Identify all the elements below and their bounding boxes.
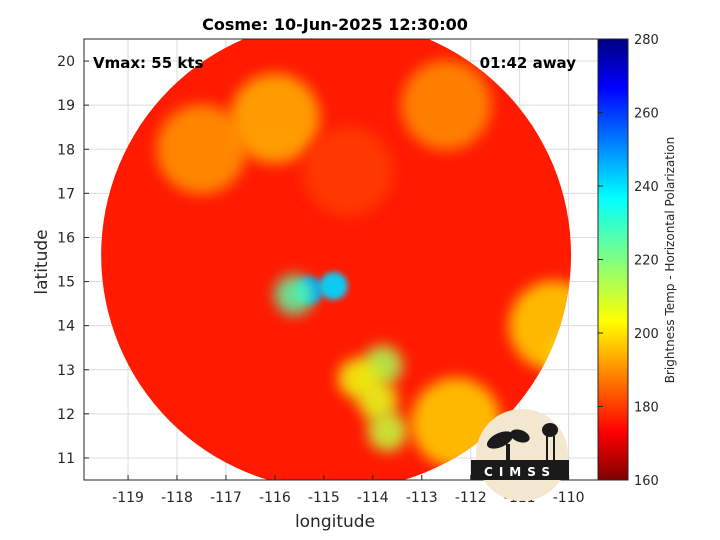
logo-text: CIMSS xyxy=(484,465,556,479)
y-tick-label: 11 xyxy=(57,451,75,467)
colorbar-tick-label: 200 xyxy=(634,327,659,342)
colorbar-ticks: 160 180 200 220 240 260 280 xyxy=(598,33,659,489)
y-tick-label: 16 xyxy=(57,230,75,246)
colorbar-tick-label: 160 xyxy=(634,474,659,489)
x-axis-label: longitude xyxy=(295,512,375,532)
colorbar-tick-label: 220 xyxy=(634,254,659,269)
x-tick-label: -112 xyxy=(455,490,487,506)
y-tick-label: 18 xyxy=(57,142,75,158)
x-tick-label: -116 xyxy=(259,490,291,506)
swath-feature xyxy=(156,104,247,195)
water-tower-icon xyxy=(542,423,558,437)
colorbar-tick-label: 280 xyxy=(634,33,659,48)
x-tick-label: -113 xyxy=(406,490,438,506)
swath-feature xyxy=(303,126,394,217)
satellite-dish-icon xyxy=(510,429,530,443)
x-tick-label: -115 xyxy=(308,490,340,506)
swath-feature xyxy=(367,411,408,452)
swath-feature xyxy=(357,380,398,421)
y-tick-label: 15 xyxy=(57,275,75,291)
chart-title: Cosme: 10-Jun-2025 12:30:00 xyxy=(202,15,468,34)
y-axis-ticks: 11 12 13 14 15 16 17 18 19 20 xyxy=(57,54,89,467)
y-tick-label: 17 xyxy=(57,186,75,202)
cimss-logo: CIMSS xyxy=(471,409,569,501)
y-tick-label: 12 xyxy=(57,407,75,423)
colorbar-tick-label: 180 xyxy=(634,401,659,416)
x-tick-label: -119 xyxy=(112,490,144,506)
dish-stand xyxy=(506,444,510,460)
y-tick-label: 14 xyxy=(57,319,75,335)
y-tick-label: 13 xyxy=(57,363,75,379)
swath-feature xyxy=(274,274,315,315)
colorbar-tick-label: 240 xyxy=(634,180,659,195)
y-tick-label: 19 xyxy=(57,98,75,114)
colorbar-tick-label: 260 xyxy=(634,107,659,122)
swath-feature xyxy=(229,73,320,164)
vmax-annotation: Vmax: 55 kts xyxy=(93,54,203,72)
y-axis-label: latitude xyxy=(32,229,52,294)
swath-feature xyxy=(401,60,492,151)
swath-feature xyxy=(319,271,348,300)
tower-leg xyxy=(553,436,555,460)
x-tick-label: -110 xyxy=(553,490,585,506)
y-tick-label: 20 xyxy=(57,54,75,70)
x-tick-label: -114 xyxy=(357,490,389,506)
logo-banner xyxy=(471,460,569,480)
time-away-annotation: 01:42 away xyxy=(480,54,577,72)
colorbar-label: Brightness Temp - Horizontal Polarizatio… xyxy=(663,137,677,384)
x-tick-label: -117 xyxy=(210,490,242,506)
colorbar: 160 180 200 220 240 260 280 Brightness Temp - … xyxy=(597,33,677,489)
swath-feature xyxy=(508,280,572,371)
tower-leg xyxy=(546,436,548,460)
x-tick-label: -118 xyxy=(161,490,193,506)
